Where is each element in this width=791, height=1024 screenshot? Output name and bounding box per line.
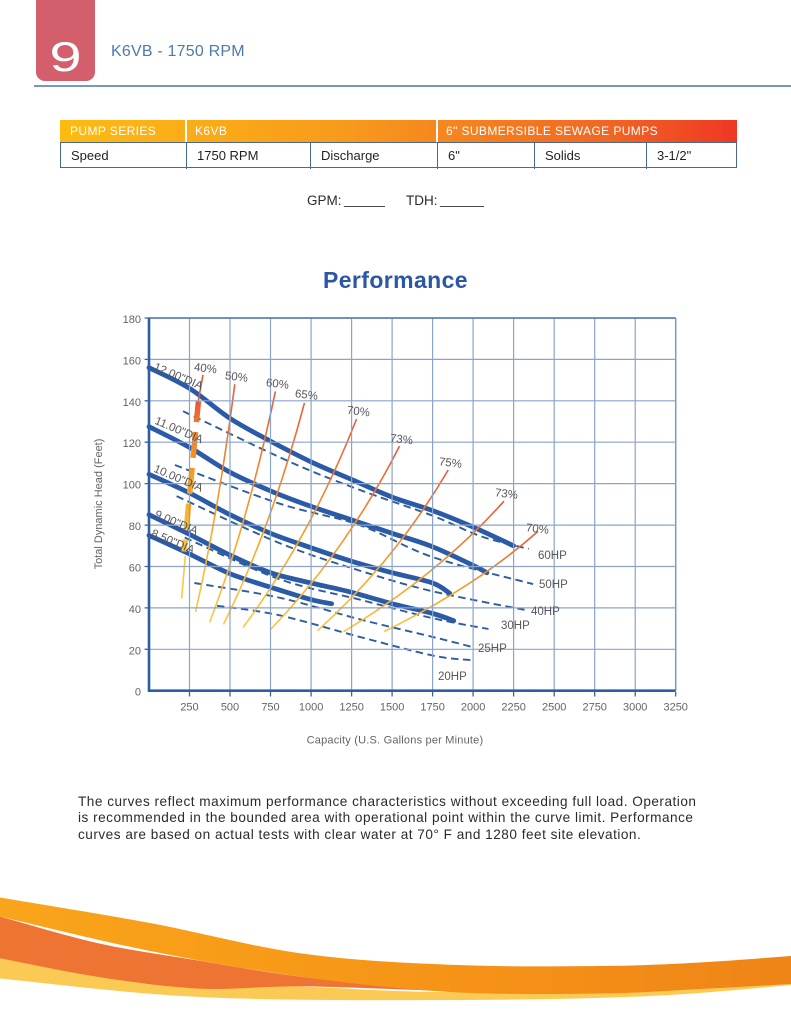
svg-text:60: 60 — [129, 563, 141, 575]
svg-text:40: 40 — [129, 604, 141, 616]
svg-text:20: 20 — [129, 645, 141, 657]
svg-text:140: 140 — [123, 397, 141, 409]
svg-text:1500: 1500 — [380, 702, 404, 714]
svg-text:3000: 3000 — [623, 702, 647, 714]
svg-text:100: 100 — [123, 480, 141, 492]
svg-text:75%: 75% — [438, 456, 462, 471]
svg-text:40%: 40% — [193, 362, 217, 377]
svg-text:70%: 70% — [525, 522, 549, 537]
svg-text:Capacity (U.S. Gallons per Min: Capacity (U.S. Gallons per Minute) — [307, 735, 484, 747]
svg-text:2500: 2500 — [542, 702, 566, 714]
svg-text:73%: 73% — [494, 487, 518, 502]
svg-text:2250: 2250 — [501, 702, 525, 714]
svg-text:750: 750 — [261, 702, 279, 714]
svg-text:2000: 2000 — [461, 702, 485, 714]
svg-text:120: 120 — [123, 438, 141, 450]
svg-text:80: 80 — [129, 521, 141, 533]
svg-text:50HP: 50HP — [539, 579, 568, 591]
svg-text:30HP: 30HP — [501, 620, 530, 632]
svg-text:65%: 65% — [294, 388, 318, 403]
svg-text:Total Dynamic Head (Feet): Total Dynamic Head (Feet) — [93, 439, 105, 570]
svg-text:180: 180 — [123, 314, 141, 326]
svg-text:20HP: 20HP — [438, 671, 467, 683]
svg-text:60%: 60% — [265, 377, 289, 392]
svg-text:0: 0 — [135, 687, 141, 699]
svg-text:1000: 1000 — [299, 702, 323, 714]
svg-text:250: 250 — [180, 702, 198, 714]
svg-text:1250: 1250 — [339, 702, 363, 714]
svg-text:25HP: 25HP — [478, 643, 507, 655]
svg-text:500: 500 — [221, 702, 239, 714]
svg-text:160: 160 — [123, 355, 141, 367]
svg-text:3250: 3250 — [663, 702, 687, 714]
svg-text:1750: 1750 — [420, 702, 444, 714]
svg-text:70%: 70% — [346, 405, 370, 420]
svg-text:40HP: 40HP — [531, 606, 560, 618]
svg-text:60HP: 60HP — [538, 550, 567, 562]
svg-text:73%: 73% — [389, 433, 413, 448]
svg-text:50%: 50% — [224, 370, 248, 385]
svg-text:2750: 2750 — [582, 702, 606, 714]
